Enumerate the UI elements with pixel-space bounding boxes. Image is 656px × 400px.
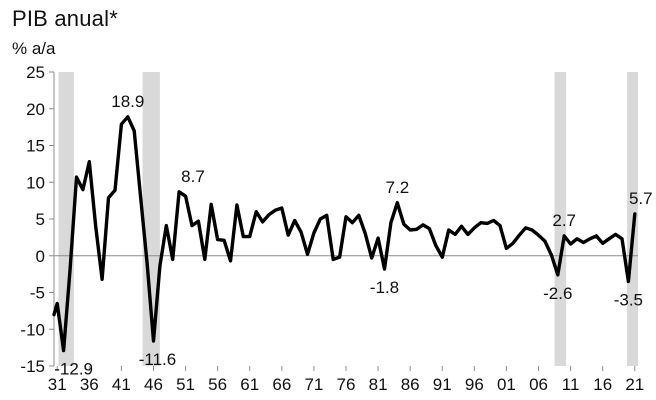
x-tick-label: 36 <box>80 375 99 394</box>
x-tick-label: 01 <box>497 375 516 394</box>
x-tick-label: 16 <box>593 375 612 394</box>
gdp-series-line <box>52 115 637 353</box>
shaded-period-4 <box>627 72 638 366</box>
x-tick-label: 71 <box>304 375 323 394</box>
x-tick-label: 51 <box>176 375 195 394</box>
shaded-period-2 <box>142 72 160 366</box>
shaded-period-1 <box>58 72 74 366</box>
data-label: 7.2 <box>386 178 410 197</box>
series-line <box>52 115 637 353</box>
data-label: -2.6 <box>543 284 572 303</box>
y-tick-label: 15 <box>26 137 45 156</box>
data-label: 8.7 <box>181 167 205 186</box>
x-tick-label: 76 <box>337 375 356 394</box>
data-label: -3.5 <box>614 290 643 309</box>
y-tick-labels: 25 20 15 10 5 0 -5 -10 -15 <box>20 63 54 376</box>
y-tick-label: -5 <box>30 284 45 303</box>
x-tick-label: 91 <box>433 375 452 394</box>
x-tick-label: 31 <box>48 375 67 394</box>
y-tick-label: -15 <box>20 357 45 376</box>
recession-shading <box>58 72 638 366</box>
y-tick-label: 5 <box>36 210 45 229</box>
x-tick-label: 21 <box>625 375 644 394</box>
y-tick-label: -10 <box>20 320 45 339</box>
y-tick-label: 25 <box>26 63 45 82</box>
chart-title: PIB anual* <box>12 6 118 31</box>
x-tick-label: 61 <box>240 375 259 394</box>
x-tick-label: 56 <box>208 375 227 394</box>
x-tick-label: 06 <box>529 375 548 394</box>
x-tick-label: 86 <box>401 375 420 394</box>
data-label: -1.8 <box>370 278 399 297</box>
x-tick-label: 81 <box>369 375 388 394</box>
x-tick-label: 11 <box>562 375 580 394</box>
x-tick-label: 41 <box>112 375 131 394</box>
y-tick-label: 10 <box>26 173 45 192</box>
data-label: 5.7 <box>629 189 653 208</box>
data-label: 18.9 <box>111 92 144 111</box>
data-label: -12.9 <box>54 360 93 379</box>
x-tick-labels: 31 36 41 46 51 56 61 66 71 76 81 86 91 96 01 06 11 16 21 <box>48 366 644 394</box>
data-annotations: -12.9 18.9 -11.6 8.7 -1.8 7.2 -2.6 2.7 -3.5 5.7 <box>54 92 652 379</box>
y-tick-label: 20 <box>26 100 45 119</box>
axes: % a/a <box>12 39 638 366</box>
y-axis-label: % a/a <box>12 39 56 58</box>
data-label: -11.6 <box>139 350 177 369</box>
shaded-period-3 <box>554 72 567 366</box>
y-tick-label: 0 <box>36 247 45 266</box>
x-tick-label: 46 <box>144 375 163 394</box>
x-tick-label: 66 <box>272 375 291 394</box>
data-label: 2.7 <box>552 211 576 230</box>
x-tick-label: 96 <box>465 375 484 394</box>
